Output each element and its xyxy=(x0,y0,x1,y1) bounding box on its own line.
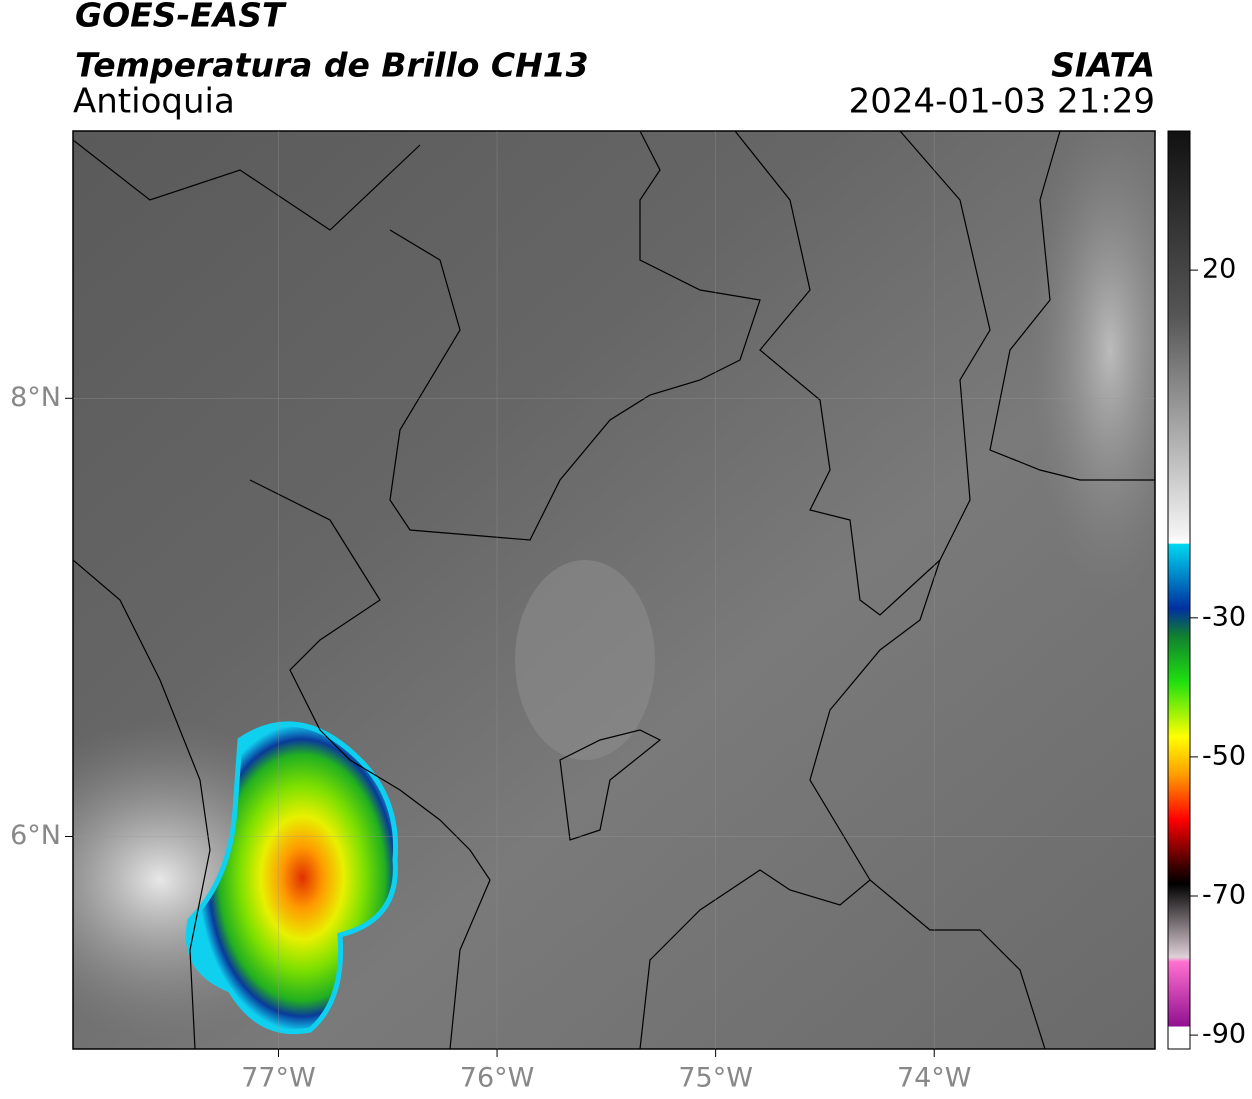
colorbar-label: -30 xyxy=(1202,601,1246,632)
y-tick-label: 8°N xyxy=(10,382,61,413)
map-image xyxy=(73,131,1155,1049)
x-tick-label: 77°W xyxy=(241,1063,316,1094)
x-tick-label: 75°W xyxy=(678,1063,753,1094)
colorbar-label: 20 xyxy=(1202,254,1236,285)
x-tick-label: 76°W xyxy=(460,1063,535,1094)
title: GOES-EAST xyxy=(75,0,287,35)
colorbar xyxy=(1167,130,1191,1050)
colorbar-label: -50 xyxy=(1202,740,1246,771)
colorbar-label: -70 xyxy=(1202,880,1246,911)
subtitle: Temperatura de Brillo CH13 xyxy=(75,46,589,85)
x-tick-label: 74°W xyxy=(897,1063,972,1094)
y-tick-label: 6°N xyxy=(10,820,61,851)
colorbar-label: -90 xyxy=(1202,1019,1246,1050)
source: SIATA xyxy=(1051,46,1155,85)
datetime: 2024-01-03 21:29 xyxy=(849,82,1155,122)
region: Antioquia xyxy=(73,82,235,122)
map-frame xyxy=(72,130,1156,1050)
